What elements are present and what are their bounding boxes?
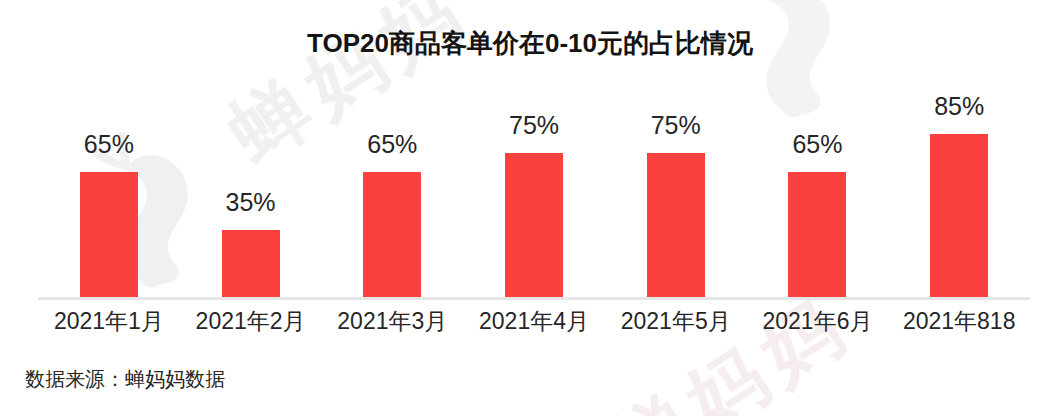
x-axis-label: 2021年2月 <box>180 306 322 337</box>
bar <box>80 172 138 297</box>
bar-column: 65% <box>321 80 463 297</box>
bar-value-label: 75% <box>509 110 559 140</box>
bar <box>222 230 280 297</box>
bar <box>647 153 705 297</box>
bar-value-label: 65% <box>367 129 417 159</box>
data-source-note: 数据来源：蝉妈妈数据 <box>25 366 225 393</box>
plot-area: 65% 35% 65% 75% 75% 65% 85% <box>38 80 1030 300</box>
bar-column: 65% <box>38 80 180 297</box>
bar <box>930 134 988 297</box>
bar-value-label: 65% <box>84 129 134 159</box>
x-axis-label: 2021年6月 <box>747 306 889 337</box>
x-axis-labels: 2021年1月2021年2月2021年3月2021年4月2021年5月2021年… <box>38 306 1030 337</box>
bar-column: 85% <box>888 80 1030 297</box>
x-axis-label: 2021年4月 <box>463 306 605 337</box>
chart-panel: 蝉妈妈 蝉妈妈 蝉妈妈 TOP20商品客单价在0-10元的占比情况 65%35%… <box>0 0 1060 416</box>
bar-column: 75% <box>463 80 605 297</box>
chanmama-cicada-logo-icon <box>421 401 649 416</box>
x-axis-label: 2021年5月 <box>605 306 747 337</box>
x-axis-label: 2021年3月 <box>321 306 463 337</box>
bar <box>788 172 846 297</box>
bar <box>505 153 563 297</box>
bar-value-label: 75% <box>651 110 701 140</box>
bar <box>363 172 421 297</box>
bar-column: 65% <box>747 80 889 297</box>
bar-value-label: 35% <box>226 187 276 217</box>
x-axis-label: 2021年818 <box>888 306 1030 337</box>
bar-column: 35% <box>180 80 322 297</box>
chart-title: TOP20商品客单价在0-10元的占比情况 <box>0 26 1060 61</box>
bar-column: 75% <box>605 80 747 297</box>
x-axis-label: 2021年1月 <box>38 306 180 337</box>
watermark-text: 蝉妈妈 <box>853 0 1060 17</box>
bar-value-label: 85% <box>934 91 984 121</box>
bar-value-label: 65% <box>792 129 842 159</box>
